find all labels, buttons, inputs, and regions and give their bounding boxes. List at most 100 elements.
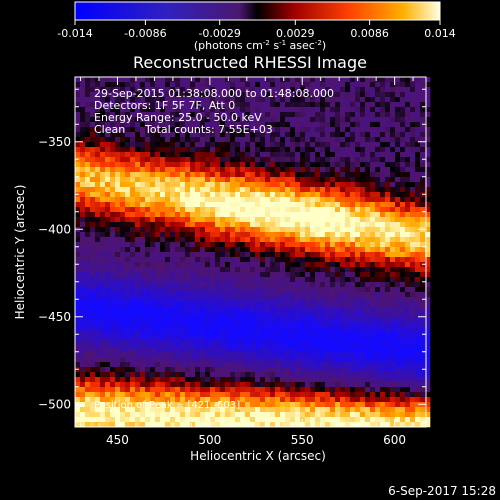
heatmap-cell <box>250 102 256 108</box>
heatmap-cell <box>190 212 196 218</box>
heatmap-cell <box>130 97 136 103</box>
heatmap-cell <box>195 372 201 378</box>
heatmap-cell <box>105 177 111 183</box>
heatmap-cell <box>290 107 296 113</box>
heatmap-cell <box>345 387 351 393</box>
heatmap-cell <box>420 117 426 123</box>
heatmap-cell <box>305 327 311 333</box>
heatmap-cell <box>240 117 246 123</box>
heatmap-cell <box>120 192 126 198</box>
heatmap-cell <box>240 332 246 338</box>
heatmap-cell <box>190 412 196 418</box>
heatmap-cell <box>100 297 106 303</box>
heatmap-cell <box>385 97 391 103</box>
heatmap-cell <box>135 187 141 193</box>
heatmap-cell <box>255 252 261 258</box>
heatmap-cell <box>270 207 276 213</box>
heatmap-cell <box>250 362 256 368</box>
heatmap-cell <box>205 302 211 308</box>
heatmap-cell <box>320 417 326 423</box>
heatmap-cell <box>110 392 116 398</box>
heatmap-cell <box>285 412 291 418</box>
heatmap-cell <box>275 187 281 193</box>
heatmap-cell <box>280 327 286 333</box>
heatmap-cell <box>120 127 126 133</box>
heatmap-cell <box>325 412 331 418</box>
heatmap-cell <box>425 112 431 118</box>
heatmap-cell <box>195 192 201 198</box>
heatmap-cell <box>390 347 396 353</box>
heatmap-cell <box>290 267 296 273</box>
heatmap-cell <box>95 412 101 418</box>
heatmap-cell <box>275 412 281 418</box>
heatmap-cell <box>315 232 321 238</box>
heatmap-cell <box>310 82 316 88</box>
heatmap-cell <box>370 407 376 413</box>
heatmap-cell <box>100 347 106 353</box>
heatmap-cell <box>90 347 96 353</box>
heatmap-cell <box>140 152 146 158</box>
heatmap-cell <box>400 347 406 353</box>
heatmap-cell <box>85 187 91 193</box>
heatmap-cell <box>175 357 181 363</box>
heatmap-cell <box>75 117 81 123</box>
heatmap-cell <box>220 112 226 118</box>
heatmap-cell <box>380 117 386 123</box>
heatmap-cell <box>415 192 421 198</box>
heatmap-cell <box>390 82 396 88</box>
heatmap-cell <box>315 117 321 123</box>
heatmap-cell <box>375 102 381 108</box>
heatmap-cell <box>270 187 276 193</box>
heatmap-cell <box>215 227 221 233</box>
heatmap-cell <box>380 322 386 328</box>
heatmap-cell <box>395 147 401 153</box>
heatmap-cell <box>110 422 116 428</box>
heatmap-cell <box>85 357 91 363</box>
heatmap-cell <box>140 172 146 178</box>
heatmap-cell <box>160 117 166 123</box>
heatmap-cell <box>340 277 346 283</box>
heatmap-cell <box>185 387 191 393</box>
heatmap-cell <box>280 337 286 343</box>
heatmap-cell <box>325 422 331 428</box>
heatmap-cell <box>300 292 306 298</box>
heatmap-cell <box>165 227 171 233</box>
heatmap-cell <box>425 272 431 278</box>
heatmap-cell <box>160 267 166 273</box>
heatmap-cell <box>90 252 96 258</box>
heatmap-cell <box>230 312 236 318</box>
heatmap-cell <box>215 162 221 168</box>
heatmap-cell <box>240 342 246 348</box>
heatmap-cell <box>200 347 206 353</box>
heatmap-cell <box>350 302 356 308</box>
heatmap-cell <box>345 117 351 123</box>
heatmap-cell <box>250 182 256 188</box>
heatmap-cell <box>280 307 286 313</box>
heatmap-cell <box>75 182 81 188</box>
heatmap-cell <box>370 202 376 208</box>
heatmap-cell <box>75 82 81 88</box>
heatmap-cell <box>285 162 291 168</box>
heatmap-cell <box>235 92 241 98</box>
heatmap-cell <box>410 402 416 408</box>
heatmap-cell <box>420 152 426 158</box>
heatmap-cell <box>130 222 136 228</box>
heatmap-cell <box>195 187 201 193</box>
heatmap-cell <box>295 327 301 333</box>
heatmap-cell <box>155 297 161 303</box>
heatmap-cell <box>345 192 351 198</box>
heatmap-cell <box>215 302 221 308</box>
heatmap-cell <box>345 352 351 358</box>
heatmap-cell <box>340 127 346 133</box>
heatmap-cell <box>115 222 121 228</box>
heatmap-cell <box>215 232 221 238</box>
heatmap-cell <box>90 412 96 418</box>
heatmap-cell <box>315 337 321 343</box>
heatmap-cell <box>355 377 361 383</box>
heatmap-cell <box>275 372 281 378</box>
heatmap-cell <box>375 332 381 338</box>
heatmap-cell <box>390 372 396 378</box>
heatmap-cell <box>420 127 426 133</box>
heatmap-cell <box>270 307 276 313</box>
heatmap-cell <box>410 322 416 328</box>
